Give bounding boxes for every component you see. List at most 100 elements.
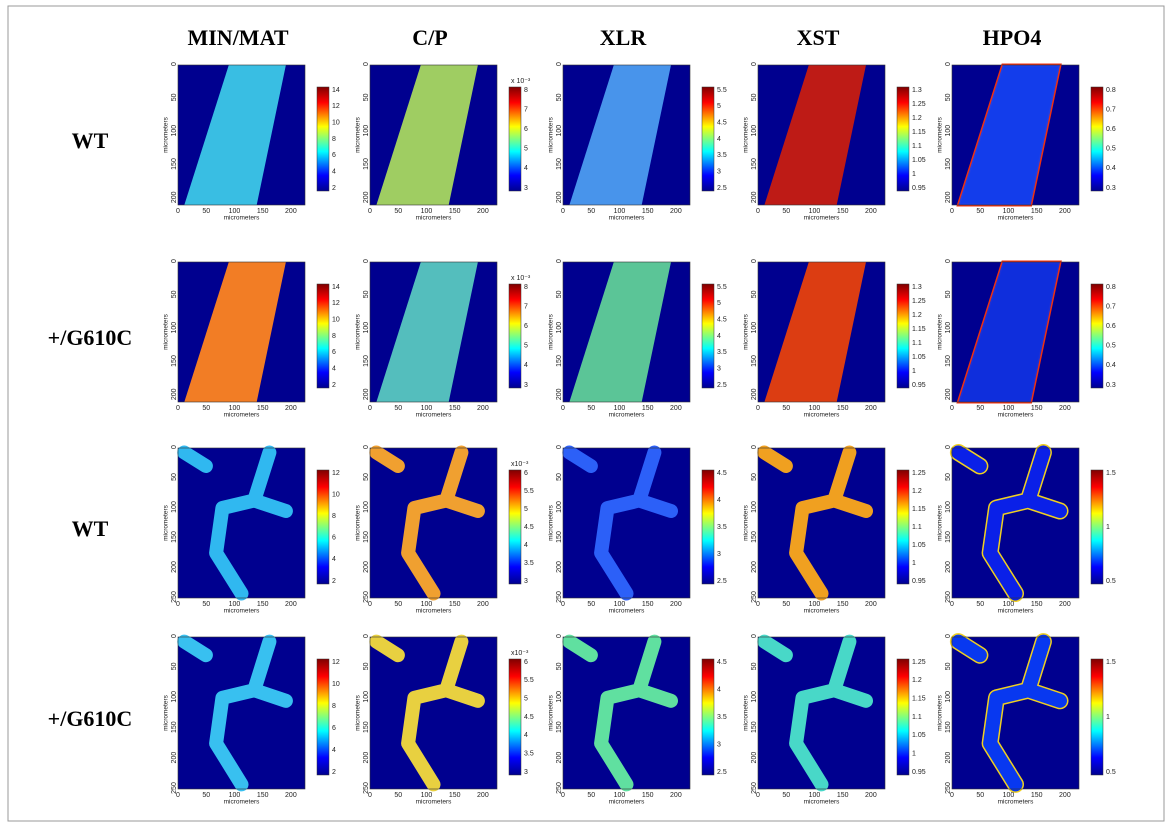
x-axis-label: micrometers	[224, 215, 261, 222]
colorbar-tick-label: 14	[332, 284, 340, 291]
colorbar-tick-label: 1.15	[912, 326, 926, 333]
y-tick-label: 100	[171, 501, 178, 513]
y-tick-label: 250	[751, 591, 758, 603]
plot-frame	[562, 261, 691, 403]
y-tick-label: 200	[945, 191, 952, 203]
colorbar-tick-label: 6	[524, 470, 528, 477]
colorbar-tick-label: 4	[332, 747, 336, 754]
y-axis-label: micrometers	[548, 504, 555, 541]
colorbar-tick-label: 1.1	[912, 143, 922, 150]
plot-frame	[369, 64, 498, 206]
row-label: +/G610C	[48, 325, 133, 350]
colorbar-tick-label: 5	[524, 506, 528, 513]
y-tick-label: 50	[171, 93, 178, 101]
y-tick-label: 250	[556, 782, 563, 794]
colorbar-tick-label: 3	[524, 769, 528, 776]
y-tick-label: 250	[171, 782, 178, 794]
x-tick-label: 150	[449, 601, 461, 608]
y-tick-label: 200	[556, 191, 563, 203]
plot-frame	[369, 261, 498, 403]
colorbar-tick-label: 1	[912, 751, 916, 758]
colorbar-tick-label: 3.5	[717, 524, 727, 531]
x-tick-label: 150	[642, 792, 654, 799]
colorbar-tick-label: 10	[332, 491, 340, 498]
colorbar-tick-label: 0.4	[1106, 362, 1116, 369]
y-tick-label: 100	[556, 691, 563, 703]
colorbar-tick-label: 1	[912, 171, 916, 178]
colorbar-tick-label: 1.5	[1106, 659, 1116, 666]
x-tick-label: 0	[176, 792, 180, 799]
colorbar	[1090, 86, 1104, 192]
x-tick-label: 150	[642, 405, 654, 412]
x-tick-label: 200	[285, 792, 297, 799]
colorbar	[1090, 658, 1104, 776]
x-tick-label: 50	[976, 208, 984, 215]
x-axis-label: micrometers	[609, 799, 646, 806]
tissue	[562, 445, 678, 601]
y-tick-label: 150	[556, 355, 563, 367]
y-tick-label: 200	[171, 752, 178, 764]
heatmap-background	[178, 637, 305, 789]
y-tick-label: 250	[751, 782, 758, 794]
x-tick-label: 0	[756, 601, 760, 608]
colorbar	[1090, 283, 1104, 389]
y-axis-label: micrometers	[548, 313, 555, 350]
x-tick-label: 200	[670, 405, 682, 412]
colorbar-tick-label: 0.3	[1106, 185, 1116, 192]
colorbar-tick-label: 1.2	[912, 677, 922, 684]
y-tick-label: 100	[171, 322, 178, 334]
x-tick-label: 50	[202, 405, 210, 412]
tissue	[764, 65, 866, 205]
y-tick-label: 0	[171, 634, 178, 638]
colorbar-tick-label: 4.5	[524, 524, 534, 531]
plot-frame	[177, 261, 306, 403]
colorbar	[508, 283, 522, 389]
y-tick-label: 200	[556, 561, 563, 573]
x-tick-label: 50	[202, 792, 210, 799]
y-tick-label: 0	[363, 259, 370, 263]
x-tick-label: 0	[368, 792, 372, 799]
colorbar-tick-label: 5	[717, 300, 721, 307]
y-tick-label: 100	[171, 691, 178, 703]
y-tick-label: 200	[945, 561, 952, 573]
y-tick-label: 0	[751, 62, 758, 66]
y-axis-label: micrometers	[937, 116, 944, 153]
plot-frame	[757, 64, 886, 206]
colorbar-tick-label: 3	[524, 578, 528, 585]
x-tick-label: 50	[394, 601, 402, 608]
y-axis-label: micrometers	[937, 504, 944, 541]
tissue	[369, 445, 485, 601]
x-tick-label: 50	[394, 405, 402, 412]
colorbar-tick-label: 5	[524, 696, 528, 703]
colorbar	[508, 469, 522, 585]
y-tick-label: 50	[363, 290, 370, 298]
x-tick-label: 0	[950, 601, 954, 608]
heatmap-background	[178, 448, 305, 598]
x-tick-label: 50	[202, 601, 210, 608]
colorbar-tick-label: 10	[332, 681, 340, 688]
y-axis-label: micrometers	[937, 313, 944, 350]
x-tick-label: 50	[587, 601, 595, 608]
y-tick-label: 200	[171, 561, 178, 573]
colorbar-tick-label: 4	[524, 732, 528, 739]
x-tick-label: 0	[368, 208, 372, 215]
y-tick-label: 0	[363, 62, 370, 66]
x-axis-label: micrometers	[804, 608, 841, 615]
y-axis-label: micrometers	[355, 694, 362, 731]
colorbar-tick-label: 8	[524, 284, 528, 291]
y-axis-label: micrometers	[548, 116, 555, 153]
colorbar-tick-label: 4	[717, 136, 721, 143]
x-tick-label: 150	[642, 601, 654, 608]
x-axis-label: micrometers	[804, 412, 841, 419]
colorbar-tick-label: 1.2	[912, 488, 922, 495]
y-tick-label: 100	[363, 501, 370, 513]
colorbar-tick-label: 0.8	[1106, 284, 1116, 291]
colorbar-multiplier: x 10⁻³	[511, 275, 531, 282]
x-tick-label: 0	[561, 208, 565, 215]
y-tick-label: 50	[556, 662, 563, 670]
colorbar	[1090, 469, 1104, 585]
colorbar-tick-label: 4	[332, 556, 336, 563]
x-axis-label: micrometers	[416, 215, 453, 222]
colorbar-tick-label: 4.5	[717, 659, 727, 666]
y-tick-label: 100	[945, 691, 952, 703]
